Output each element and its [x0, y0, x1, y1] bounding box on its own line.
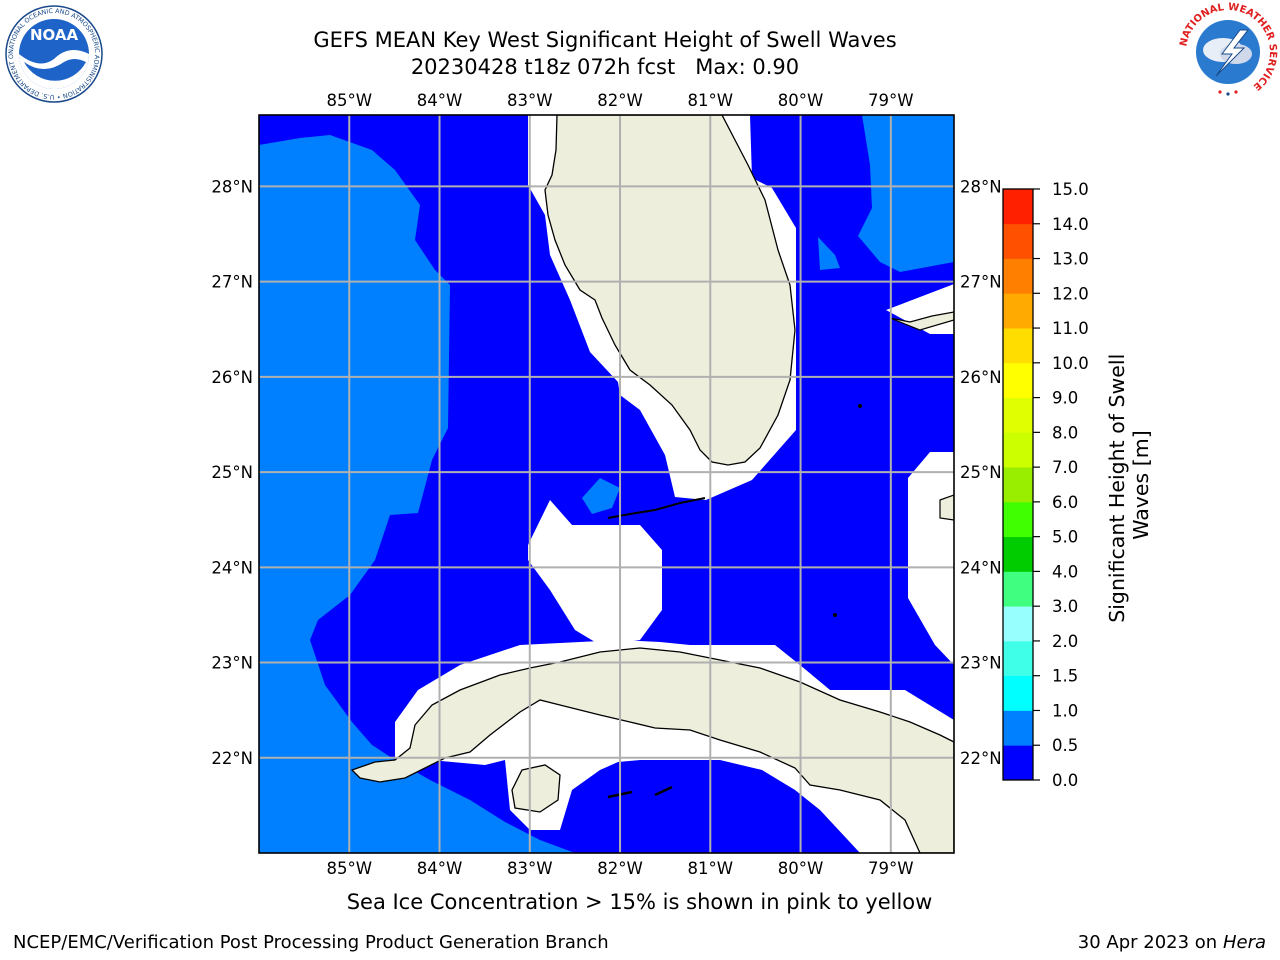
bimini [858, 404, 862, 408]
colorbar-tick-label: 6.0 [1052, 493, 1078, 512]
colorbar-segment [1003, 397, 1033, 433]
lon-tick-label-top: 79°W [868, 91, 914, 110]
sea-ice-note: Sea Ice Concentration > 15% is shown in … [346, 890, 933, 914]
lon-tick-label-top: 81°W [688, 91, 734, 110]
cay-sal [833, 613, 837, 617]
colorbar-tick-label: 3.0 [1052, 597, 1078, 616]
nws-logo: NATIONAL WEATHER SERVICE [1178, 2, 1278, 100]
colorbar-tick-label: 11.0 [1052, 319, 1089, 338]
lat-tick-label-left: 26°N [211, 368, 253, 387]
map-frame [258, 114, 955, 854]
footer-date-prefix: 30 Apr 2023 on [1077, 932, 1223, 953]
colorbar-tick-label: 10.0 [1052, 354, 1089, 373]
swell-band-0-5-1-0-patch [818, 237, 840, 270]
colorbar-tick-label: 1.0 [1052, 701, 1078, 720]
lon-tick-label-top: 80°W [778, 91, 824, 110]
lon-tick-label-top: 85°W [326, 91, 372, 110]
colorbar-label-line-2: Waves [m] [1129, 430, 1153, 539]
lat-tick-label-right: 22°N [960, 749, 1002, 768]
colorbar-segment [1003, 432, 1033, 468]
colorbar-label: Significant Height of Swell Waves [m] [1105, 347, 1153, 623]
noaa-logo: NATIONAL OCEANIC AND ATMOSPHERIC ADMINIS… [4, 4, 103, 103]
colorbar-segment [1003, 571, 1033, 607]
colorbar-frame [1002, 188, 1034, 781]
isle-of-youth-land [511, 764, 561, 813]
axis-ticks: 85°W 85°W 84°W 84°W 83°W 83°W 82°W 82°W 81°W 81°W… [211, 91, 1001, 878]
lat-tick-label-left: 24°N [211, 558, 253, 577]
lon-tick-label-bottom: 81°W [688, 859, 734, 878]
colorbar-segment [1003, 501, 1033, 538]
bahamas-land [889, 311, 954, 331]
colorbar-tick-label: 9.0 [1052, 389, 1078, 408]
chart-title: GEFS MEAN Key West Significant Height of… [205, 27, 1005, 81]
lat-tick-label-right: 28°N [960, 177, 1002, 196]
lat-tick-label-right: 25°N [960, 463, 1002, 482]
colorbar-tick-label: 12.0 [1052, 284, 1089, 303]
footer-date: 30 Apr 2023 on Hera [1078, 932, 1266, 953]
lon-tick-label-bottom: 83°W [507, 859, 553, 878]
colorbar-segment [1003, 223, 1033, 259]
lat-tick-label-left: 22°N [211, 749, 253, 768]
lon-tick-label-top: 83°W [507, 91, 553, 110]
lat-tick-label-right: 23°N [960, 654, 1002, 673]
lon-tick-label-bottom: 79°W [868, 859, 914, 878]
lon-tick-label-bottom: 84°W [417, 859, 463, 878]
colorbar-tick-label: 15.0 [1052, 180, 1089, 199]
colorbar-tick-label: 0.0 [1052, 771, 1078, 790]
florida-keys [607, 497, 706, 519]
lat-tick-label-right: 24°N [960, 558, 1002, 577]
colorbar-segment [1003, 362, 1033, 398]
lat-tick-label-right: 27°N [960, 273, 1002, 292]
andros-land [939, 494, 954, 521]
colorbar-tick-label: 8.0 [1052, 423, 1078, 442]
colorbar-segment [1003, 675, 1033, 711]
lat-tick-label-right: 26°N [960, 368, 1002, 387]
title-line-2: 20230428 t18z 072h fcst Max: 0.90 [410, 55, 800, 79]
colorbar-segment [1003, 745, 1033, 781]
colorbar-tick-label: 0.5 [1052, 736, 1078, 755]
colorbar-segment [1003, 189, 1033, 225]
colorbar-tick-label: 5.0 [1052, 528, 1078, 547]
colorbar-segment [1003, 640, 1033, 677]
lat-tick-label-left: 25°N [211, 463, 253, 482]
swell-band-0-5-1-0-patch [858, 115, 954, 272]
footer-credit: NCEP/EMC/Verification Post Processing Pr… [13, 932, 609, 953]
footer-host: Hera [1222, 932, 1266, 953]
colorbar-tick-label: 7.0 [1052, 458, 1078, 477]
colorbar-segment [1003, 293, 1033, 329]
lon-tick-label-bottom: 80°W [778, 859, 824, 878]
colorbar-tick-label: 2.0 [1052, 632, 1078, 651]
colorbar-tick-label: 4.0 [1052, 562, 1078, 581]
colorbar-tick-label: 1.5 [1052, 667, 1078, 686]
title-line-1: GEFS MEAN Key West Significant Height of… [313, 28, 897, 52]
graticule [259, 115, 954, 853]
swell-band-0-5-1-0-patch [582, 478, 620, 514]
lon-tick-label-bottom: 85°W [326, 859, 372, 878]
colorbar-segment [1003, 536, 1033, 572]
colorbar-segment [1003, 328, 1033, 364]
colorbar-segment [1003, 710, 1033, 746]
colorbar-segment [1003, 258, 1033, 294]
colorbar-tick-label: 14.0 [1052, 215, 1089, 234]
lat-tick-label-left: 28°N [211, 177, 253, 196]
colorbar-label-line-1: Significant Height of Swell [1105, 354, 1129, 623]
lon-tick-label-top: 84°W [417, 91, 463, 110]
noaa-logo-text: NOAA [30, 26, 79, 44]
cuba-land [350, 647, 954, 853]
colorbar-segment [1003, 467, 1033, 503]
lat-tick-label-left: 23°N [211, 654, 253, 673]
nodata-area-straits [528, 500, 662, 645]
colorbar-segment [1003, 606, 1033, 642]
lon-tick-label-top: 82°W [597, 91, 643, 110]
lon-tick-label-bottom: 82°W [597, 859, 643, 878]
colorbar-tick-label: 13.0 [1052, 250, 1089, 269]
lat-tick-label-left: 27°N [211, 273, 253, 292]
